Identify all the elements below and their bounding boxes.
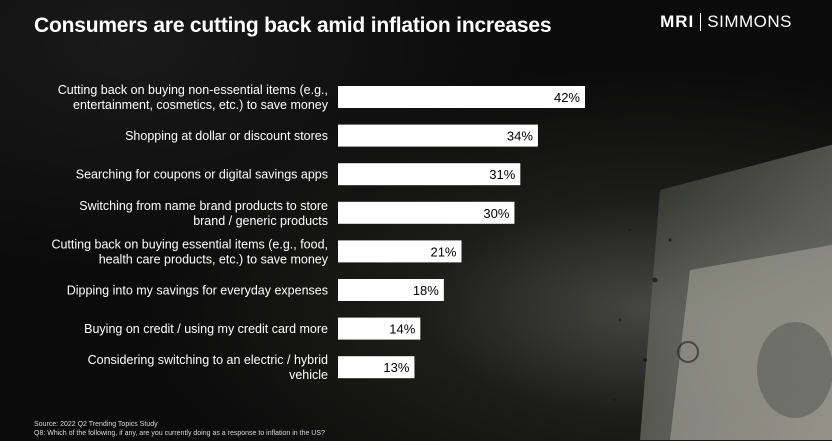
category-label-3: Switching from name brand products to st…	[79, 199, 328, 228]
value-label-4: 21%	[430, 244, 456, 259]
logo-simmons-text: SIMMONS	[707, 12, 792, 31]
value-label-3: 30%	[483, 206, 509, 221]
source-note: Source: 2022 Q2 Trending Topics Study Q8…	[34, 420, 325, 438]
bar-4	[338, 240, 462, 263]
bar-5	[338, 279, 444, 301]
logo-divider	[700, 13, 702, 31]
value-label-1: 34%	[507, 129, 533, 144]
category-label-0: Cutting back on buying non-essential ite…	[58, 83, 329, 112]
value-label-2: 31%	[489, 167, 515, 182]
value-label-7: 13%	[383, 360, 409, 375]
page-title: Consumers are cutting back amid inflatio…	[34, 14, 552, 37]
value-label-6: 14%	[389, 322, 415, 337]
bar-6	[338, 317, 421, 340]
category-label-6: Buying on credit / using my credit card …	[84, 322, 328, 336]
bar-0	[338, 86, 585, 108]
dollar-bill-image	[613, 144, 832, 440]
bar-2	[338, 163, 521, 186]
value-label-0: 42%	[554, 90, 580, 105]
source-line: Source: 2022 Q2 Trending Topics Study	[34, 421, 158, 428]
category-label-7: Considering switching to an electric / h…	[88, 353, 328, 382]
mri-simmons-logo: MRI SIMMONS	[660, 12, 792, 32]
bar-3	[338, 201, 515, 224]
bar-7	[338, 356, 415, 379]
category-label-1: Shopping at dollar or discount stores	[125, 129, 328, 143]
logo-mri-text: MRI	[660, 12, 695, 31]
category-label-2: Searching for coupons or digital savings…	[76, 168, 328, 182]
question-line: Q8: Which of the following, if any, are …	[34, 430, 325, 437]
bar-1	[338, 124, 538, 147]
value-label-5: 18%	[413, 283, 439, 298]
category-label-5: Dipping into my savings for everyday exp…	[67, 284, 328, 298]
category-label-4: Cutting back on buying essential items (…	[51, 237, 328, 266]
